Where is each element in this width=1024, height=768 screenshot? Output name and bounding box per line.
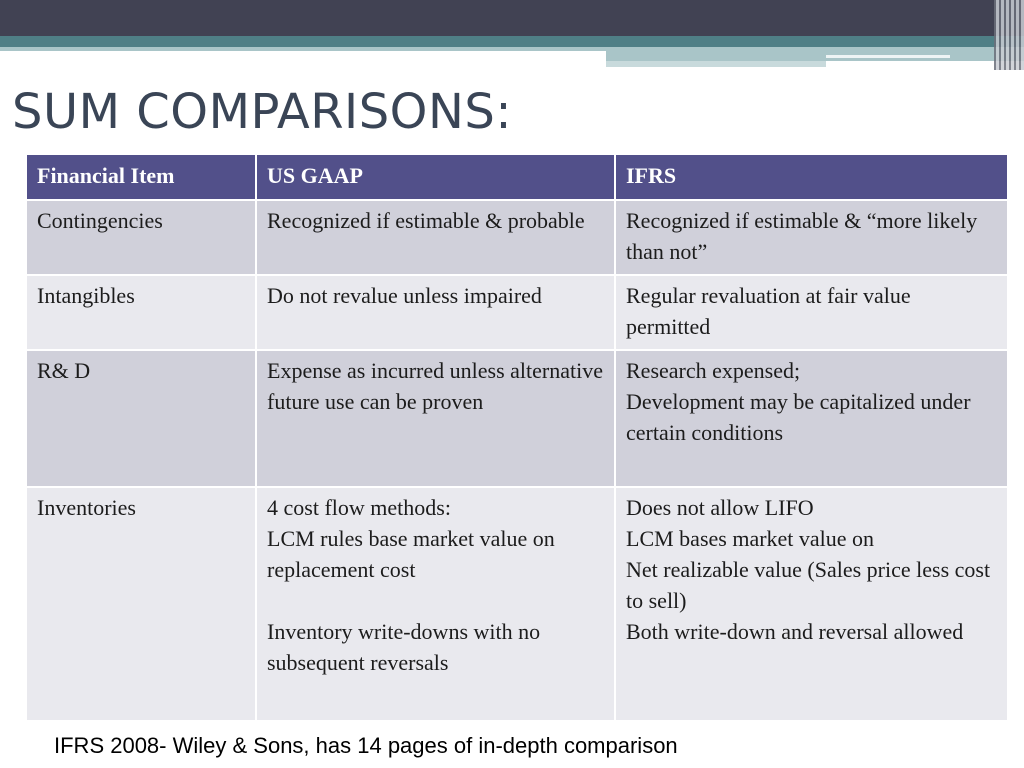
- cell-text: Contingencies: [37, 208, 163, 233]
- slide-title: SUM COMPARISONS:: [12, 84, 512, 140]
- cell-text: Do not revalue unless impaired: [267, 283, 542, 308]
- header-band-accent-lower: [606, 61, 826, 67]
- cell-text: Does not allow LIFO LCM bases market val…: [626, 495, 991, 644]
- source-footnote: IFRS 2008- Wiley & Sons, has 14 pages of…: [54, 733, 678, 758]
- table-cell: Inventories: [25, 486, 257, 722]
- table-cell: Recognized if estimable & “more likely t…: [614, 199, 1009, 276]
- cell-text: Expense as incurred unless alternative f…: [267, 358, 603, 414]
- table-cell: 4 cost flow methods: LCM rules base mark…: [255, 486, 616, 722]
- table-cell: Do not revalue unless impaired: [255, 274, 616, 351]
- table-cell: Does not allow LIFO LCM bases market val…: [614, 486, 1009, 722]
- table-cell: Intangibles: [25, 274, 257, 351]
- table-header-row: Financial Item US GAAP IFRS: [25, 153, 1009, 201]
- table-cell: R& D: [25, 349, 257, 488]
- header-band-highlight: [826, 55, 950, 58]
- table-cell: Expense as incurred unless alternative f…: [255, 349, 616, 488]
- cell-text: Intangibles: [37, 283, 135, 308]
- table-row-intangibles: Intangibles Do not revalue unless impair…: [25, 274, 1009, 351]
- cell-text: Inventories: [37, 495, 136, 520]
- table-cell: Regular revaluation at fair value permit…: [614, 274, 1009, 351]
- header-band-dark: [0, 0, 1024, 36]
- header-band-light: [0, 47, 608, 51]
- cell-text: 4 cost flow methods: LCM rules base mark…: [267, 495, 555, 675]
- cell-text: Regular revaluation at fair value permit…: [626, 283, 911, 339]
- table-row-research-development: R& D Expense as incurred unless alternat…: [25, 349, 1009, 488]
- table-row-inventories: Inventories 4 cost flow methods: LCM rul…: [25, 486, 1009, 722]
- cell-text: Research expensed; Development may be ca…: [626, 358, 971, 445]
- table-cell: Research expensed; Development may be ca…: [614, 349, 1009, 488]
- header-band-teal: [0, 36, 1024, 47]
- comparison-table: Financial Item US GAAP IFRS Contingencie…: [25, 153, 1009, 722]
- column-header-us-gaap: US GAAP: [255, 153, 616, 201]
- cell-text: Recognized if estimable & probable: [267, 208, 585, 233]
- table-cell: Recognized if estimable & probable: [255, 199, 616, 276]
- header-stripes-decoration: [994, 0, 1024, 70]
- column-header-financial-item: Financial Item: [25, 153, 257, 201]
- cell-text: R& D: [37, 358, 91, 383]
- column-header-ifrs: IFRS: [614, 153, 1009, 201]
- table-cell: Contingencies: [25, 199, 257, 276]
- table-row-contingencies: Contingencies Recognized if estimable & …: [25, 199, 1009, 276]
- cell-text: Recognized if estimable & “more likely t…: [626, 208, 978, 264]
- header-band-accent: [606, 47, 1024, 61]
